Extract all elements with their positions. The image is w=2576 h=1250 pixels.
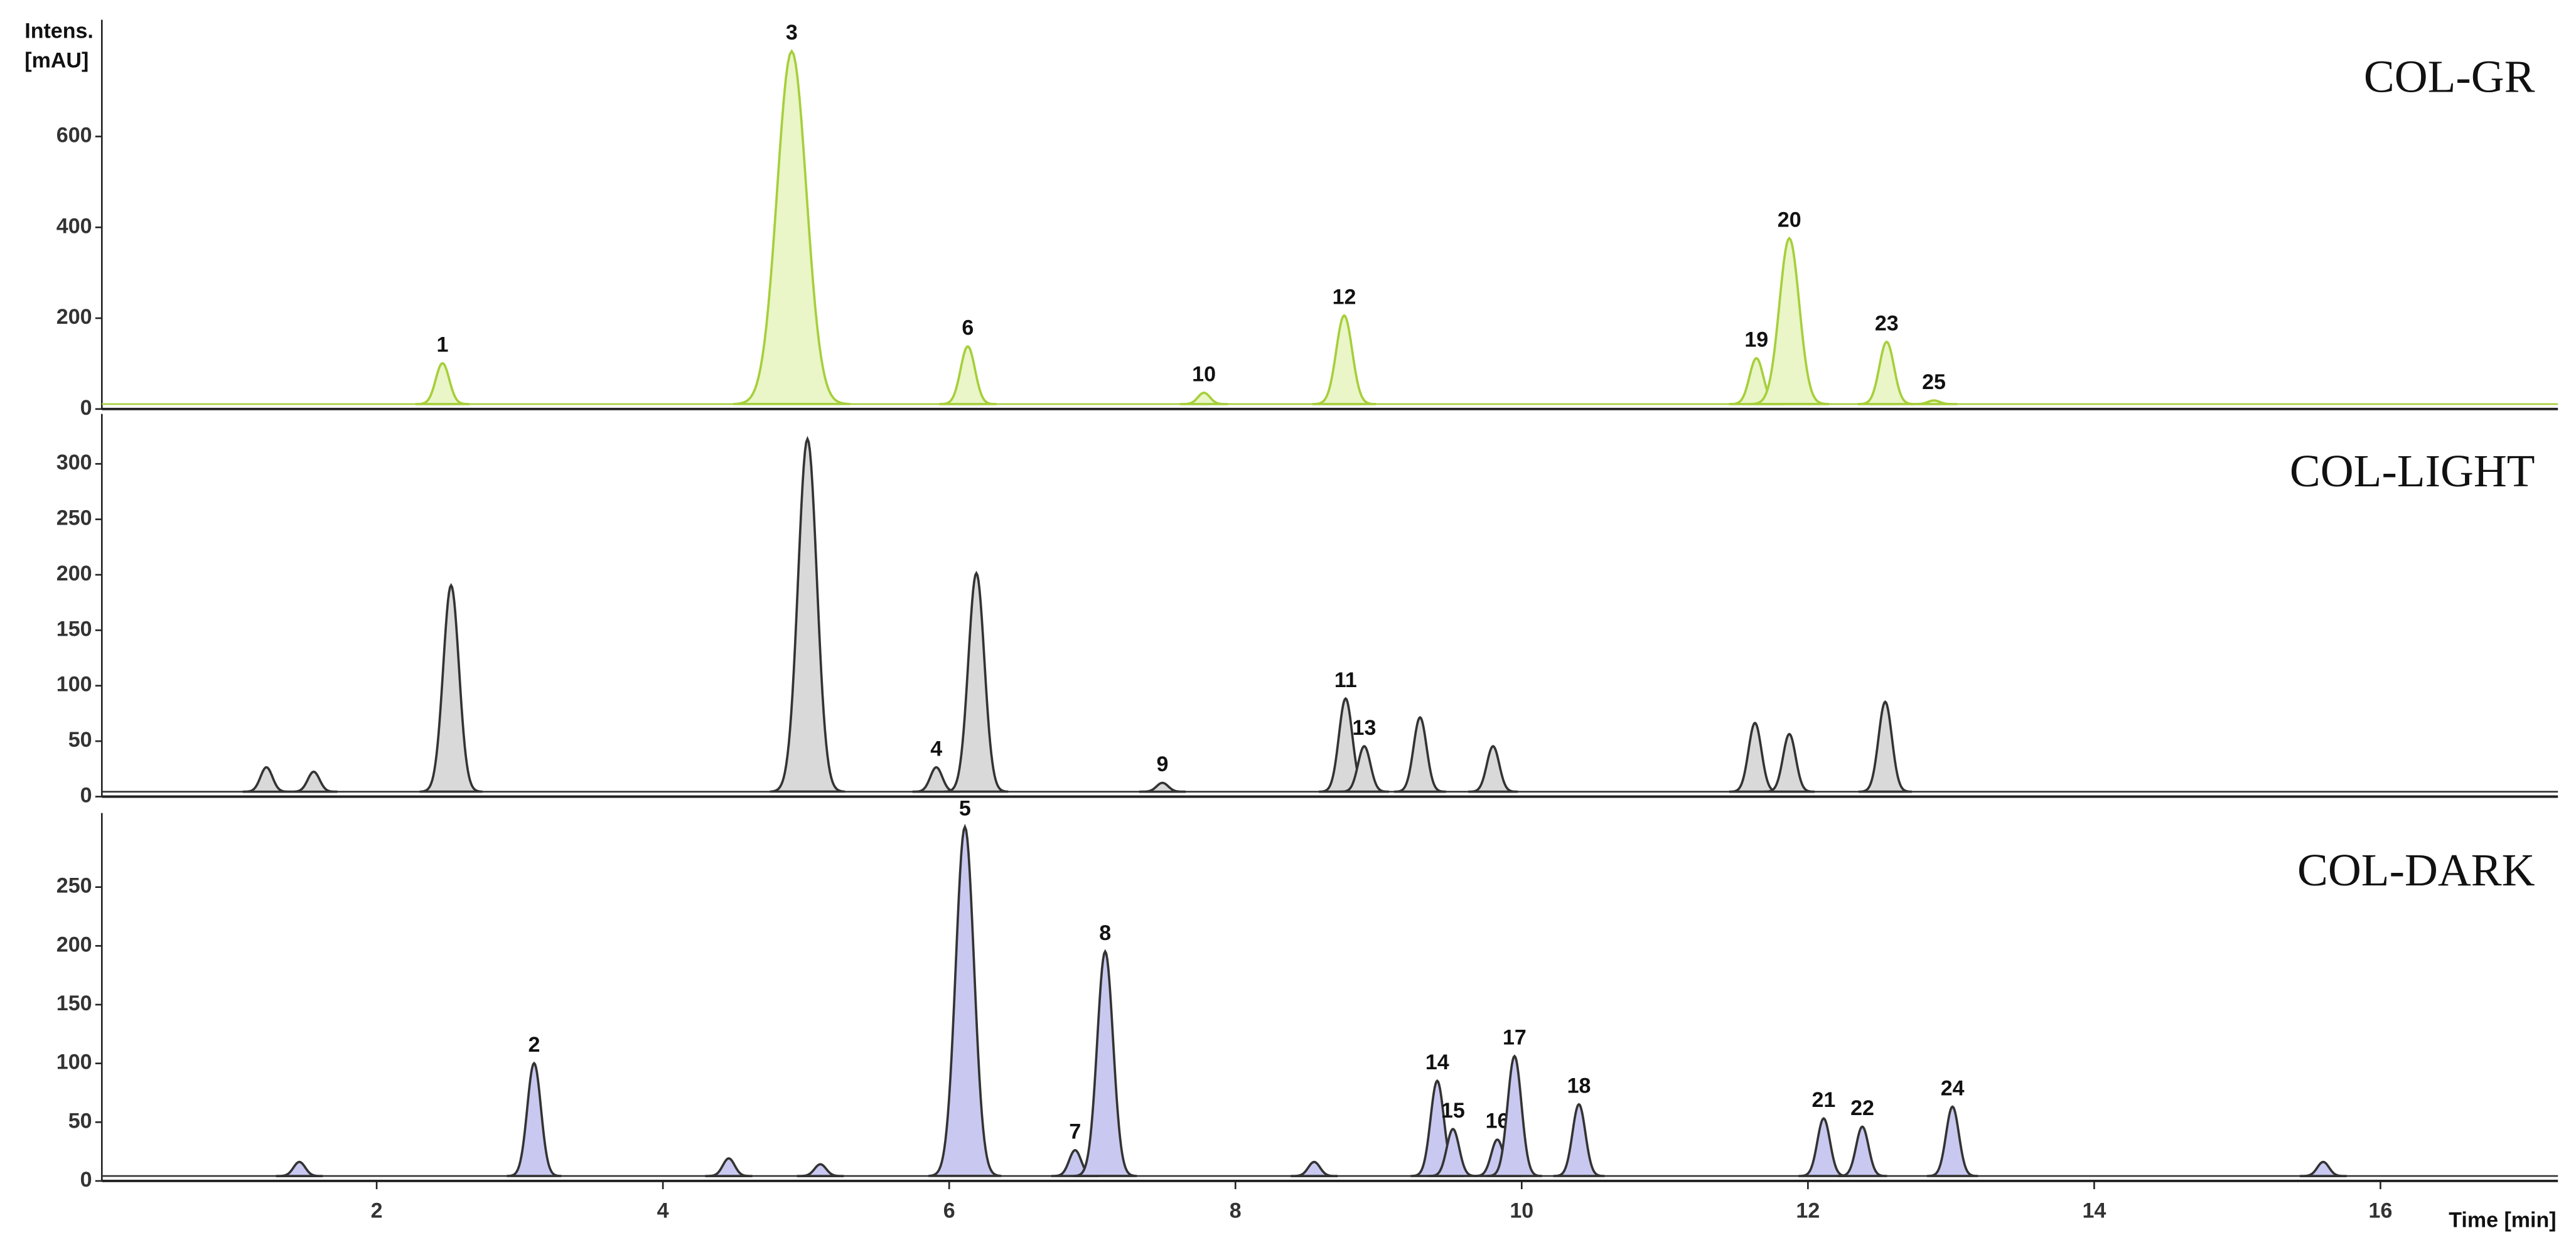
peak: [1291, 1160, 1338, 1177]
peak-label: 5: [959, 796, 971, 820]
y-axis-label: [mAU]: [24, 48, 89, 72]
y-tick-label: 50: [68, 728, 92, 752]
x-tick-label: 8: [1230, 1199, 1242, 1223]
y-tick-label: 250: [56, 506, 92, 530]
peak-label: 2: [528, 1033, 540, 1057]
peak-label: 1: [437, 333, 449, 357]
x-axis-label: Time [min]: [2449, 1208, 2556, 1232]
peak: [1857, 340, 1916, 405]
y-tick-label: 100: [56, 673, 92, 697]
peak: [770, 435, 845, 793]
y-tick-label: 600: [56, 124, 92, 147]
peak: [1553, 1103, 1605, 1177]
peak-label: 21: [1812, 1088, 1836, 1112]
peak: [1859, 700, 1912, 793]
peak: [1837, 1125, 1887, 1177]
x-tick-label: 10: [1510, 1199, 1533, 1223]
peak-label: 23: [1875, 311, 1899, 335]
x-tick-label: 16: [2369, 1199, 2393, 1223]
peak-label: 12: [1333, 286, 1356, 309]
x-tick-label: 4: [657, 1199, 669, 1223]
peak-label: 3: [786, 21, 798, 45]
x-tick-label: 2: [371, 1199, 383, 1223]
y-tick-label: 0: [80, 783, 92, 807]
y-tick-label: 150: [56, 991, 92, 1015]
panel-title: COL-GR: [2364, 51, 2535, 102]
peak: [289, 770, 338, 793]
peak: [1179, 392, 1228, 405]
peak: [1749, 237, 1829, 405]
peak: [507, 1061, 562, 1177]
y-tick-label: 150: [56, 617, 92, 641]
y-tick-label: 200: [56, 305, 92, 329]
y-tick-label: 400: [56, 214, 92, 238]
peak: [276, 1160, 323, 1177]
peak-label: 24: [1941, 1076, 1965, 1100]
peak: [419, 583, 483, 793]
peak: [944, 570, 1009, 793]
peak: [1073, 949, 1137, 1177]
peak-label: 11: [1334, 668, 1357, 692]
peak-label: 13: [1353, 716, 1377, 740]
peak: [1764, 732, 1815, 793]
y-tick-label: 0: [80, 1168, 92, 1192]
peak-label: 10: [1192, 363, 1216, 387]
peak: [2299, 1160, 2347, 1177]
peak-label: 22: [1850, 1096, 1874, 1120]
peak-label: 7: [1069, 1120, 1081, 1144]
peak: [1910, 399, 1958, 405]
peak-label: 8: [1099, 921, 1111, 945]
panel-title: COL-DARK: [2297, 845, 2535, 895]
peak: [733, 49, 851, 405]
peak: [939, 345, 997, 405]
peak-label: 19: [1744, 328, 1768, 352]
peak: [415, 361, 470, 405]
y-tick-label: 200: [56, 562, 92, 585]
peak: [1312, 314, 1377, 405]
peak: [1393, 715, 1446, 793]
x-tick-label: 14: [2082, 1199, 2106, 1223]
peak: [797, 1163, 844, 1177]
peak-label: 9: [1156, 752, 1168, 776]
x-tick-label: 12: [1796, 1199, 1820, 1223]
y-tick-label: 300: [56, 451, 92, 474]
peak: [1468, 745, 1518, 793]
peak-label: 20: [1778, 208, 1801, 232]
peak-label: 6: [962, 316, 974, 340]
peak: [1339, 745, 1389, 793]
peak-label: 15: [1441, 1099, 1465, 1123]
y-tick-label: 0: [80, 396, 92, 420]
peak-label: 18: [1567, 1074, 1591, 1098]
y-tick-label: 100: [56, 1050, 92, 1074]
peak-label: 17: [1503, 1026, 1527, 1050]
peak: [705, 1157, 753, 1177]
y-tick-label: 250: [56, 874, 92, 898]
panel-title: COL-LIGHT: [2290, 446, 2535, 496]
peak: [1428, 1128, 1478, 1177]
peak: [928, 823, 1002, 1177]
peak: [1486, 1054, 1542, 1177]
peak: [1926, 1105, 1978, 1177]
peak-label: 14: [1425, 1050, 1449, 1074]
peak-label: 4: [930, 737, 942, 761]
y-tick-label: 50: [68, 1109, 92, 1133]
peak: [1139, 781, 1186, 793]
peak: [242, 766, 291, 793]
x-tick-label: 6: [943, 1199, 955, 1223]
peak-label: 25: [1922, 370, 1946, 394]
y-axis-label: Intens.: [24, 19, 94, 43]
y-tick-label: 200: [56, 932, 92, 956]
